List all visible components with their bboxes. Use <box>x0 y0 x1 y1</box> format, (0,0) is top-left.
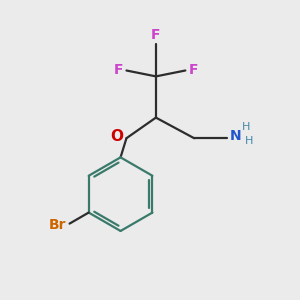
Text: F: F <box>151 28 160 42</box>
Text: H: H <box>242 122 250 132</box>
Text: Br: Br <box>49 218 67 232</box>
Text: H: H <box>245 136 254 146</box>
Text: N: N <box>230 129 242 143</box>
Text: F: F <box>189 64 198 77</box>
Text: O: O <box>110 129 123 144</box>
Text: F: F <box>113 64 123 77</box>
